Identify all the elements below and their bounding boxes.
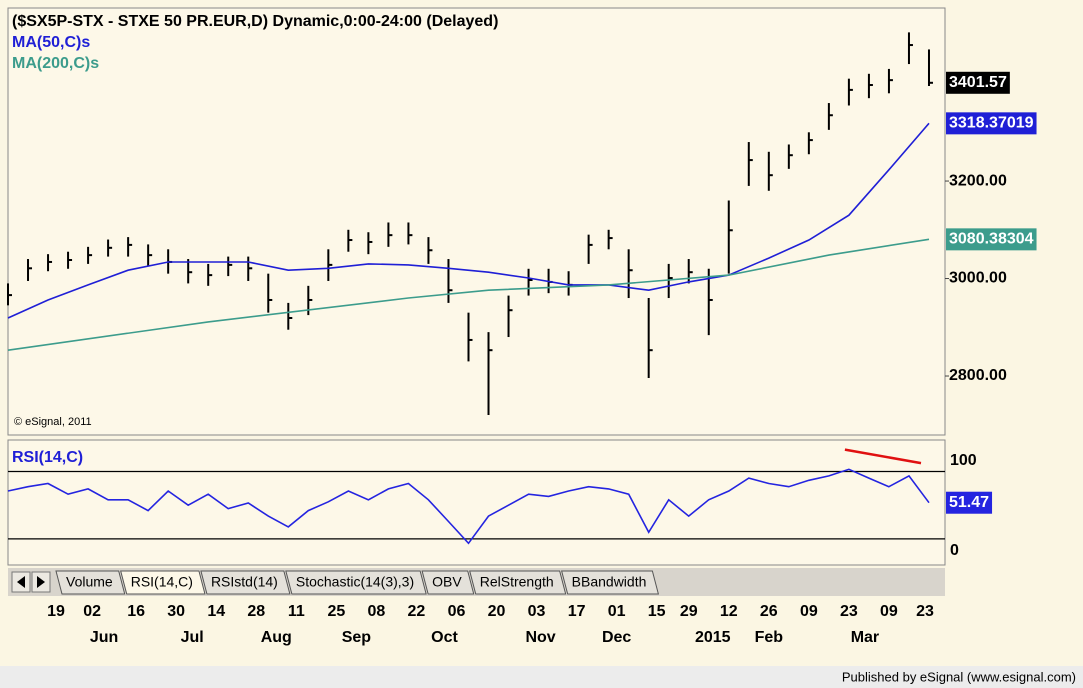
chart-title: ($SX5P-STX - STXE 50 PR.EUR,D) Dynamic,0… [12,13,498,30]
tab[interactable]: BBandwidth [572,574,647,590]
x-tick-label: 19 [47,603,65,620]
y-tick-label: 3200.00 [949,172,1007,189]
month-label: Jun [90,629,118,646]
arrow-right [37,576,45,588]
tab-shape[interactable] [55,570,126,595]
tab-shape[interactable] [120,570,206,595]
tab[interactable]: RelStrength [480,574,554,590]
series-line [7,122,930,319]
y-tick-label: 3000.00 [949,270,1007,287]
month-label: Sep [342,629,372,646]
tab[interactable]: RSI(14,C) [131,574,193,590]
x-tick-label: 17 [568,603,586,620]
arrow-left [17,576,25,588]
month-label: Mar [851,629,879,646]
tab-shape[interactable] [200,570,291,595]
footer-bar [0,666,1083,688]
tab-shape[interactable] [421,570,475,595]
rsi-title: RSI(14,C) [12,449,83,466]
last-value-box [946,112,1037,135]
x-tick-label: 23 [916,603,934,620]
legend-entry: MA(50,C)s [12,34,90,51]
y-tick-label: 2800.00 [949,367,1007,384]
legend-entry: MA(200,C)s [12,55,99,72]
month-label: Nov [525,629,555,646]
tab-shape[interactable] [469,570,567,595]
x-tick-label: 28 [247,603,265,620]
x-tick-label: 29 [680,603,698,620]
last-value-label: 3080.38304 [949,231,1034,248]
price-panel [7,7,946,436]
x-tick-label: 02 [83,603,101,620]
x-tick-label: 30 [167,603,185,620]
x-tick-label: 03 [528,603,546,620]
trend-line [844,448,922,465]
tab-shape[interactable] [561,570,660,595]
x-tick-label: 01 [608,603,626,620]
month-label: 2015 [695,629,731,646]
x-tick-label: 22 [408,603,426,620]
last-value-box [946,71,1010,94]
series-line [7,238,930,351]
last-value-label: 3401.57 [949,74,1007,91]
rsi-panel [7,439,946,566]
tab[interactable]: Stochastic(14(3),3) [296,574,414,590]
last-value-label: 51.47 [949,494,989,511]
x-tick-label: 16 [127,603,145,620]
rsi-scale-top: 100 [950,452,977,469]
x-tick-label: 14 [207,603,225,620]
x-tick-label: 06 [448,603,466,620]
x-tick-label: 12 [720,603,738,620]
month-label: Oct [431,629,458,646]
month-label: Jul [181,629,204,646]
last-value-box [946,228,1037,251]
tab-shape[interactable] [285,570,427,595]
month-label: Feb [755,629,784,646]
watermark: © eSignal, 2011 [14,416,92,428]
x-tick-label: 15 [648,603,666,620]
x-tick-label: 20 [488,603,506,620]
last-value-box [946,491,993,514]
x-tick-label: 23 [840,603,858,620]
tab[interactable]: OBV [432,574,462,590]
tab[interactable]: Volume [66,574,113,590]
x-tick-label: 09 [880,603,898,620]
x-tick-label: 25 [327,603,345,620]
month-label: Aug [261,629,292,646]
x-tick-label: 11 [288,603,305,620]
footer: Published by eSignal (www.esignal.com) [842,669,1076,684]
x-tick-label: 26 [760,603,778,620]
last-value-label: 3318.37019 [949,115,1034,132]
series-line [7,468,930,545]
rsi-scale-bottom: 0 [950,542,959,559]
month-label: Dec [602,629,631,646]
x-tick-label: 09 [800,603,818,620]
x-tick-label: 08 [367,603,385,620]
tab[interactable]: RSIstd(14) [211,574,278,590]
